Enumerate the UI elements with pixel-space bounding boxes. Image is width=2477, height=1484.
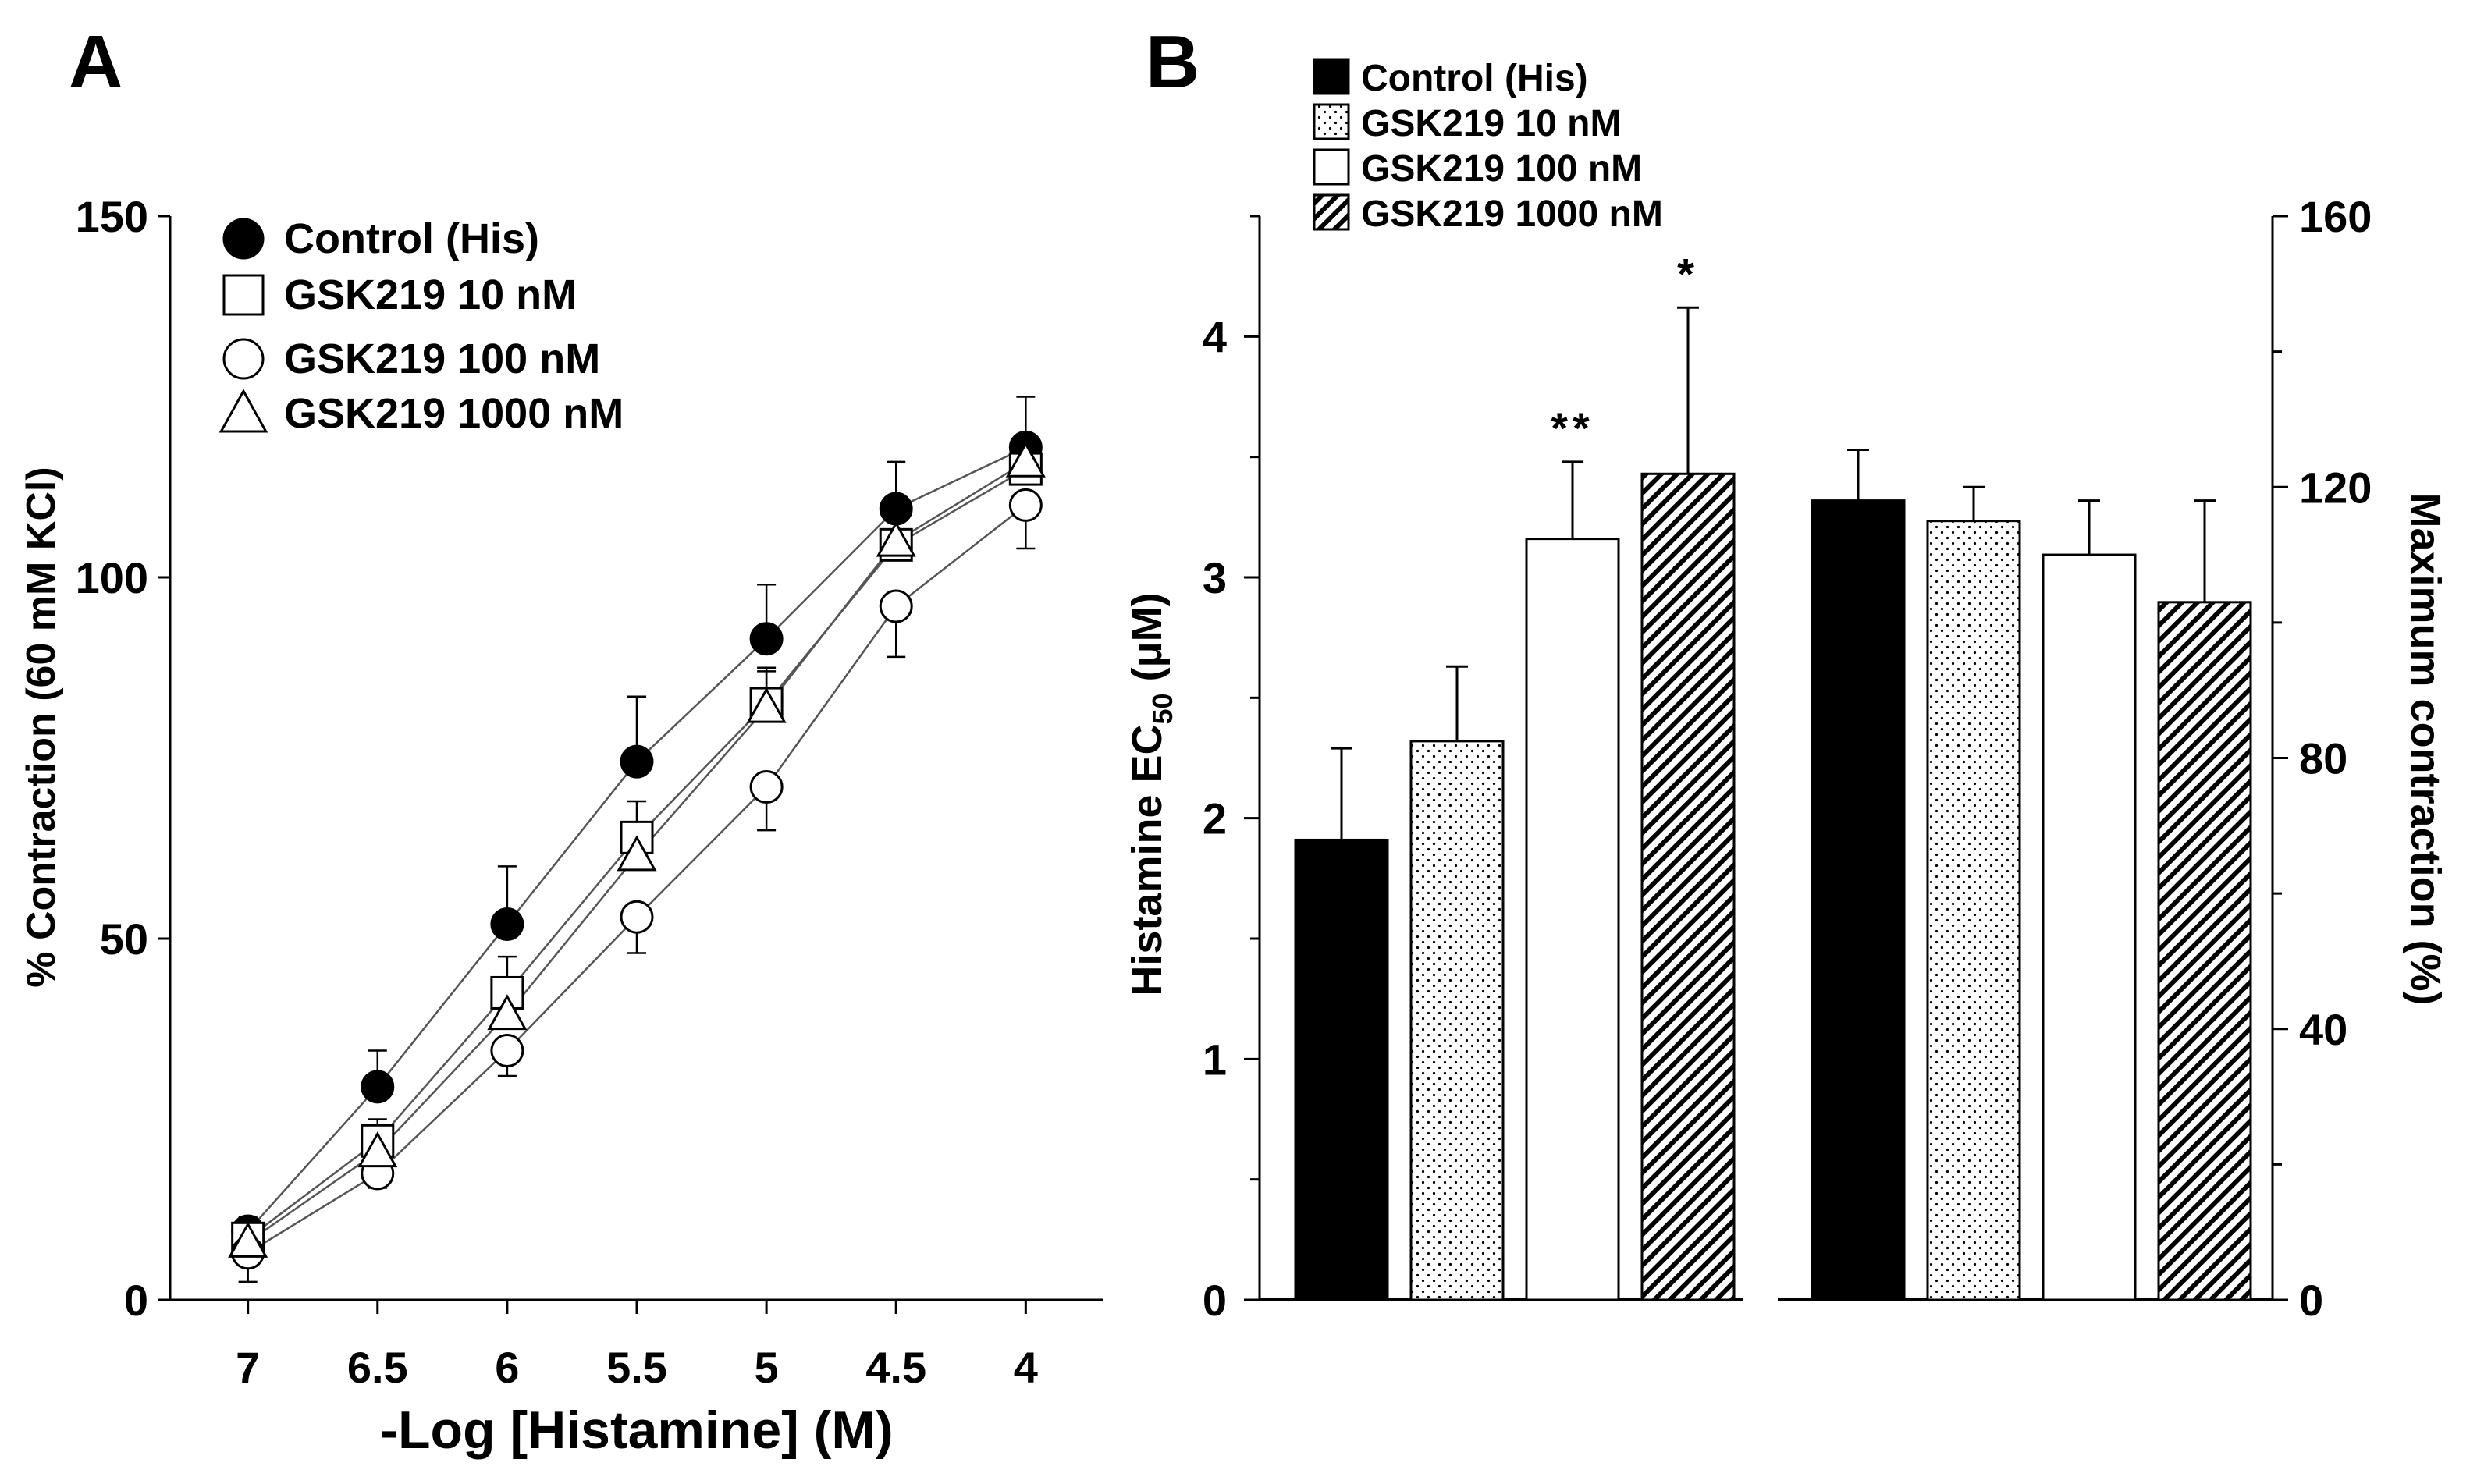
b-bar-group — [1926, 485, 2021, 1301]
panel-a-legend: Control (His) GSK219 10 nM GSK219 100 nM GS… — [219, 215, 624, 437]
a-legend-marker — [222, 218, 265, 260]
a-data-point — [879, 492, 913, 526]
b-bar-group — [1409, 665, 1505, 1301]
b-bar-group: ** — [1525, 403, 1620, 1301]
b-left-tick-label: 3 — [1203, 553, 1227, 602]
a-x-tick-label: 5 — [755, 1343, 779, 1392]
a-x-tick-label: 5.5 — [606, 1343, 667, 1392]
a-data-point — [487, 994, 528, 1031]
a-data-point — [620, 900, 654, 934]
b-left-tick-label: 4 — [1203, 312, 1227, 361]
b-legend-swatch — [1313, 103, 1350, 140]
panel-a-x-ticks: 7 6.5 6 5.5 5 4.5 4 — [236, 1300, 1038, 1392]
ec50-label-unit: (μM) — [1124, 592, 1171, 693]
b-significance-label: * — [1677, 249, 1699, 298]
a-x-tick-label: 7 — [236, 1343, 260, 1392]
b-left-tick-label: 0 — [1203, 1276, 1227, 1325]
a-data-point — [490, 907, 524, 941]
ec50-label-main: Histamine EC — [1124, 724, 1171, 996]
a-data-point — [879, 589, 913, 623]
b-bar — [1525, 538, 1620, 1301]
panel-a-y-ticks: 0 50 100 150 — [76, 192, 170, 1325]
b-legend-swatch — [1313, 148, 1350, 186]
a-data-point — [746, 687, 787, 723]
b-legend-label: GSK219 1000 nM — [1361, 193, 1663, 235]
b-bar — [1409, 740, 1505, 1301]
a-data-point — [620, 744, 654, 779]
a-legend-label: GSK219 1000 nM — [284, 390, 624, 437]
a-legend-marker — [222, 338, 265, 380]
a-legend-marker — [219, 389, 268, 433]
b-bar-group — [2042, 499, 2137, 1301]
panel-a-letter: A — [69, 20, 123, 104]
b-bar-group — [1811, 449, 1906, 1301]
a-data-point — [749, 770, 784, 804]
a-x-tick-label: 6 — [495, 1343, 519, 1392]
a-x-tick-label: 4 — [1014, 1343, 1038, 1392]
b-bar — [1811, 499, 1906, 1301]
panel-b-left-axis-label: Histamine EC50 (μM) — [1124, 592, 1178, 996]
b-legend-label: GSK219 10 nM — [1361, 103, 1621, 144]
b-bar — [2157, 601, 2252, 1301]
a-x-tick-label: 6.5 — [347, 1343, 408, 1392]
a-legend-marker — [222, 274, 265, 316]
a-series-markers — [231, 488, 1043, 1270]
a-data-point — [228, 1221, 268, 1258]
b-right-tick-label: 120 — [2299, 463, 2372, 512]
a-data-point — [357, 1131, 398, 1168]
b-right-tick-label: 40 — [2299, 1005, 2347, 1054]
b-bar-group — [1294, 747, 1389, 1301]
a-data-point — [1005, 441, 1046, 478]
b-legend-label: GSK219 100 nM — [1361, 148, 1642, 190]
panel-b-left-ticks: 0 1 2 3 4 — [1203, 215, 1260, 1325]
b-bar — [1926, 520, 2021, 1301]
b-bar — [1640, 472, 1736, 1301]
b-left-tick-label: 1 — [1203, 1035, 1227, 1084]
b-legend-swatch — [1313, 193, 1350, 231]
panel-a-series — [228, 396, 1046, 1283]
a-data-point — [876, 520, 916, 557]
a-legend-label: GSK219 10 nM — [284, 272, 577, 318]
b-significance-label: ** — [1551, 403, 1594, 453]
b-right-tick-label: 160 — [2299, 192, 2372, 241]
b-bar — [2042, 553, 2137, 1301]
panel-b-letter: B — [1146, 20, 1199, 104]
a-x-tick-label: 4.5 — [865, 1343, 926, 1392]
a-y-tick-label: 0 — [124, 1276, 148, 1325]
panel-b-bars: *** — [1294, 249, 2252, 1301]
a-legend-label: Control (His) — [284, 215, 539, 262]
a-data-point — [749, 622, 784, 656]
b-bar — [1294, 838, 1389, 1301]
a-data-point — [1008, 488, 1043, 522]
a-y-tick-label: 100 — [76, 553, 148, 602]
b-left-tick-label: 2 — [1203, 794, 1227, 843]
a-legend-label: GSK219 100 nM — [284, 335, 600, 382]
a-data-point — [617, 835, 657, 872]
b-legend-swatch — [1313, 58, 1350, 95]
a-data-point — [490, 1034, 524, 1068]
b-legend-label: Control (His) — [1361, 58, 1588, 99]
ec50-label-sub: 50 — [1146, 693, 1178, 724]
a-y-tick-label: 150 — [76, 192, 148, 241]
b-bar-group: * — [1640, 249, 1736, 1301]
a-y-tick-label: 50 — [100, 914, 148, 964]
panel-a: A 0 50 100 150 7 6.5 6 5.5 5 4.5 4 Control (His) G… — [19, 20, 1103, 1460]
panel-a-x-axis-label: -Log [Histamine] (M) — [380, 1401, 893, 1460]
panel-a-y-axis-label: % Contraction (60 mM KCl) — [19, 467, 64, 987]
b-right-tick-label: 0 — [2299, 1276, 2323, 1325]
a-series-markers — [228, 441, 1046, 1258]
a-data-point — [361, 1070, 395, 1104]
panel-b-right-ticks: 0 40 80 120 160 — [2273, 192, 2372, 1325]
panel-b-right-axis-label: Maximum contraction (%) — [2402, 492, 2449, 1005]
b-bar-group — [2157, 499, 2252, 1301]
b-right-tick-label: 80 — [2299, 734, 2347, 783]
